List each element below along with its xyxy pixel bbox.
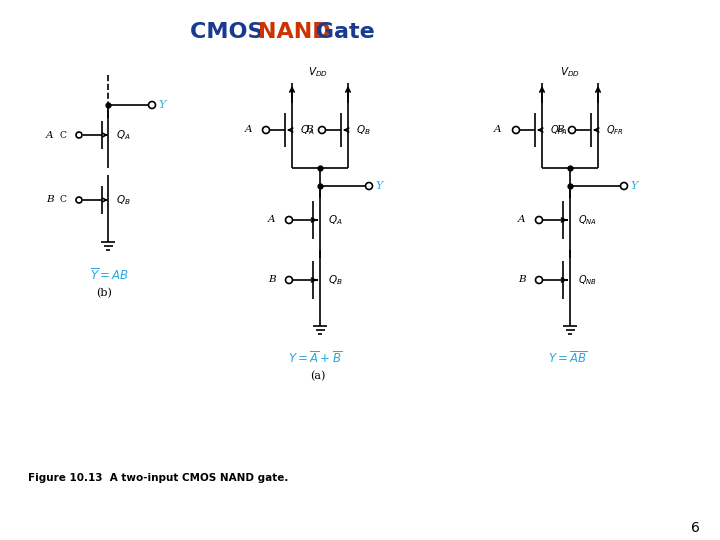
Text: $V_{DD}$: $V_{DD}$ [308,65,328,79]
Text: C: C [59,195,66,205]
Text: B: B [46,195,53,205]
Text: $Q_A$: $Q_A$ [328,213,343,227]
Text: A: A [518,215,526,225]
Text: B: B [556,125,564,134]
Text: $Q_{NB}$: $Q_{NB}$ [578,273,597,287]
Text: A: A [494,125,502,134]
Text: Y: Y [158,100,166,110]
Text: C: C [59,131,66,139]
Text: $Q_A$: $Q_A$ [116,128,130,142]
Text: A: A [46,131,53,139]
Text: A: A [245,125,253,134]
Text: $Q_{PA}$: $Q_{PA}$ [550,123,568,137]
Text: $Q_{NA}$: $Q_{NA}$ [578,213,597,227]
Text: B: B [268,275,276,285]
Text: B: B [518,275,526,285]
Text: $Q_A$: $Q_A$ [300,123,315,137]
Text: Y: Y [375,181,382,191]
Text: (a): (a) [310,371,325,381]
Text: $Q_B$: $Q_B$ [356,123,371,137]
Text: 6: 6 [691,521,700,535]
Text: (b): (b) [96,288,112,298]
Text: Figure 10.13  A two-input CMOS NAND gate.: Figure 10.13 A two-input CMOS NAND gate. [28,473,289,483]
Text: B: B [305,125,312,134]
Text: Y: Y [630,181,637,191]
Text: NAND: NAND [258,22,330,42]
Text: $Q_B$: $Q_B$ [116,193,131,207]
Text: Gate: Gate [308,22,374,42]
Text: $Y = \overline{AB}$: $Y = \overline{AB}$ [548,350,588,366]
Text: $Y = \overline{A} + \overline{B}$: $Y = \overline{A} + \overline{B}$ [288,350,342,366]
Text: $Q_B$: $Q_B$ [328,273,343,287]
Text: A: A [268,215,276,225]
Text: $V_{DD}$: $V_{DD}$ [560,65,580,79]
Text: $Q_{FR}$: $Q_{FR}$ [606,123,624,137]
Text: $\overline{Y} = AB$: $\overline{Y} = AB$ [90,267,129,283]
Text: CMOS: CMOS [190,22,271,42]
